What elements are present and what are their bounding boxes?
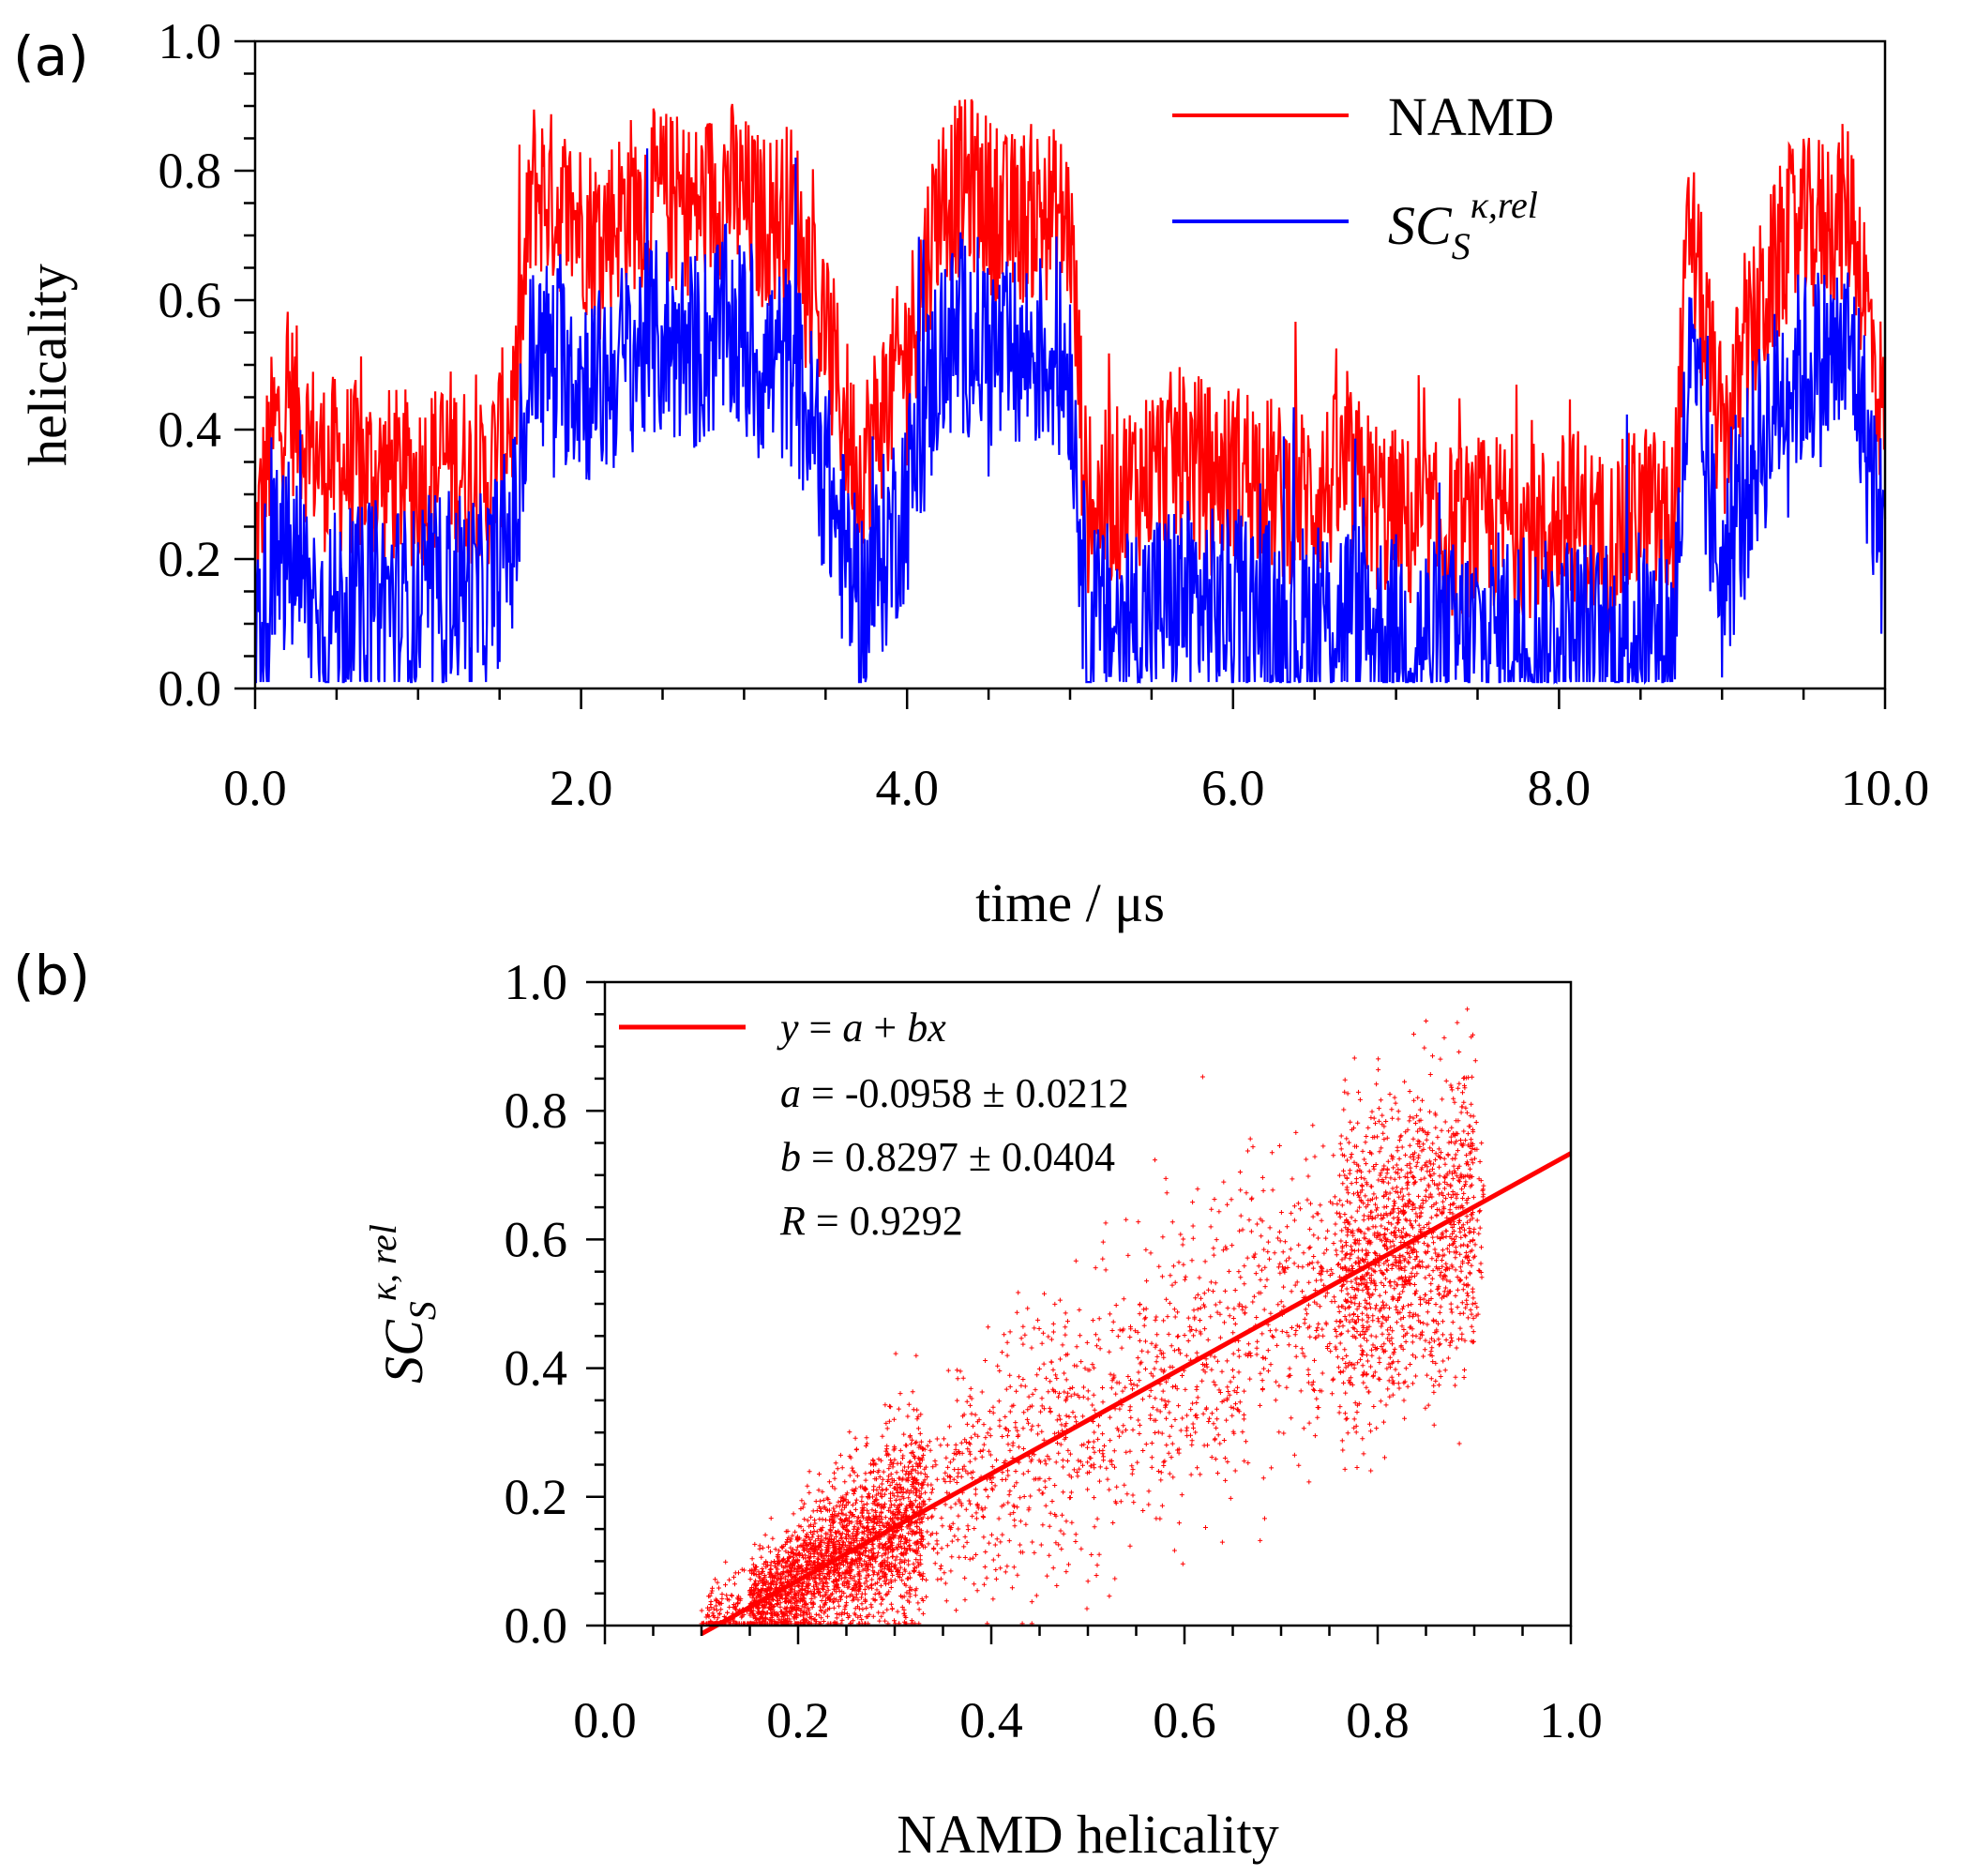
panel-label-a: (a) [13,24,89,88]
panel-b-y-tick-labels: 0.0 0.2 0.4 0.6 0.8 1.0 [505,954,568,1654]
fit-param-a: a = -0.0958 ± 0.0212 [780,1070,1129,1116]
x-tick-label: 0.6 [1153,1692,1216,1748]
x-tick-label: 4.0 [875,760,939,816]
x-tick-label: 6.0 [1201,760,1265,816]
panel-a-x-tick-labels: 0.0 2.0 4.0 6.0 8.0 10.0 [223,760,1929,816]
panel-a-y-tick-labels: 0.0 0.2 0.4 0.6 0.8 1.0 [158,13,222,717]
y-tick-label: 0.4 [505,1340,568,1397]
x-tick-label: 0.0 [223,760,287,816]
sc-series [254,148,1887,686]
panel-b-y-axis-title: SCSκ, rel [362,1224,444,1384]
y-tick-label: 0.4 [158,401,222,458]
fit-param-r: R = 0.9292 [779,1198,963,1244]
y-tick-label: 1.0 [505,954,568,1010]
y-tick-label: 0.6 [158,272,222,328]
series-line-sc [254,148,1887,686]
y-tick-label: 0.2 [158,531,222,587]
y-tick-label: 0.8 [158,143,222,199]
x-tick-label: 0.4 [959,1692,1023,1748]
panel-a-legend: NAMD SCSκ,rel [1172,86,1554,267]
legend-namd-label: NAMD [1388,86,1554,147]
panel-label-b: (b) [13,944,90,1007]
y-tick-label: 0.2 [505,1469,568,1525]
scatter-markers [699,1006,1486,1626]
panel-a-ticks [234,39,1887,709]
x-tick-label: 0.2 [766,1692,830,1748]
legend-sc-label: SCSκ,rel [1388,184,1538,267]
panel-b-legend: y = a + bx a = -0.0958 ± 0.0212 b = 0.82… [619,1005,1129,1244]
x-tick-label: 10.0 [1841,760,1930,816]
y-tick-label: 1.0 [158,13,222,69]
y-tick-label: 0.8 [505,1082,568,1139]
scatter-points [699,1006,1486,1626]
x-tick-label: 0.8 [1346,1692,1410,1748]
x-tick-label: 1.0 [1539,1692,1603,1748]
panel-b-scatter: 0.0 0.2 0.4 0.6 0.8 1.0 0.0 0.2 0.4 0.6 0.8 1.0 NA… [362,954,1603,1865]
x-tick-label: 0.0 [573,1692,637,1748]
y-tick-label: 0.0 [505,1597,568,1654]
fit-line [700,1151,1573,1636]
panel-b-x-tick-labels: 0.0 0.2 0.4 0.6 0.8 1.0 [573,1692,1603,1748]
y-tick-label: 0.6 [505,1211,568,1267]
x-tick-label: 8.0 [1528,760,1591,816]
panel-b-x-axis-title: NAMD helicality [897,1804,1279,1865]
panel-a-x-axis-title: time / μs [975,872,1165,933]
fit-param-b: b = 0.8297 ± 0.0404 [780,1134,1115,1180]
panel-a-timeseries: 0.0 2.0 4.0 6.0 8.0 10.0 0.0 0.2 0.4 0.6 0.8 1.0 t… [17,13,1929,933]
x-tick-label: 2.0 [550,760,613,816]
panel-b-ticks [586,980,1573,1644]
panel-a-y-axis-title: helicality [17,264,78,466]
fit-equation: y = a + bx [777,1005,946,1051]
y-tick-label: 0.0 [158,660,222,717]
